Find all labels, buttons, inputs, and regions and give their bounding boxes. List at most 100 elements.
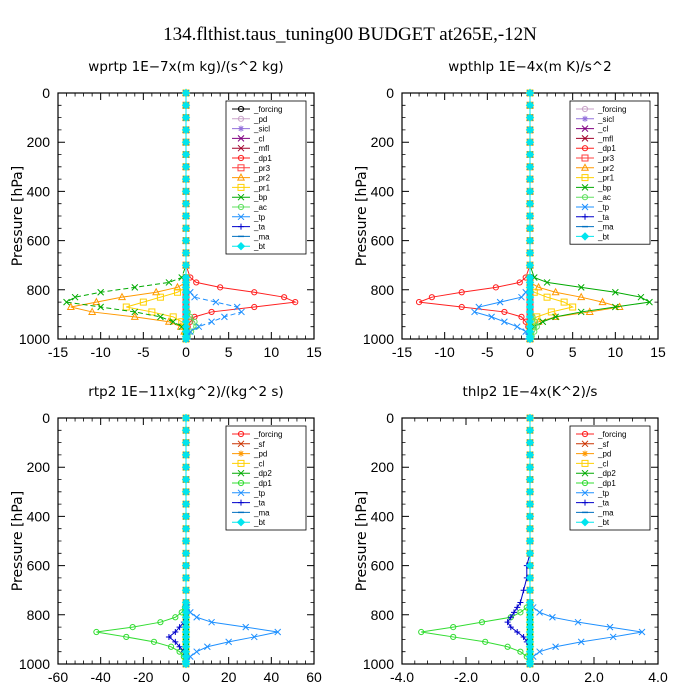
legend-marker	[237, 164, 245, 172]
data-point	[181, 174, 191, 184]
legend: _forcing_sf_pd_cl_dp2_dp1_tp_ta_ma_bt	[569, 425, 651, 531]
data-point	[525, 585, 535, 595]
legend-label: _cl	[597, 459, 608, 468]
data-point	[450, 633, 457, 641]
legend-label: _bp	[253, 193, 268, 202]
legend-label: _dp2	[253, 469, 272, 478]
data-point	[148, 308, 156, 316]
data-point	[525, 549, 535, 558]
legend-marker	[238, 450, 244, 457]
data-point	[522, 328, 530, 335]
data-point	[551, 287, 560, 296]
x-tick-label: -15	[48, 344, 68, 360]
legend-marker	[581, 489, 589, 497]
data-point	[181, 450, 191, 460]
legend-label: _tp	[253, 213, 266, 222]
data-point	[208, 618, 215, 626]
series-line	[473, 93, 531, 340]
data-point	[525, 561, 535, 570]
data-point	[504, 643, 511, 650]
data-point	[181, 462, 191, 472]
data-point	[525, 187, 535, 196]
data-point	[517, 609, 524, 616]
x-tick-label: 4.0	[648, 669, 668, 685]
data-point	[577, 308, 585, 316]
data-point	[496, 298, 504, 306]
data-point	[157, 619, 164, 626]
legend-label: _mfl	[253, 144, 269, 153]
legend-marker	[582, 213, 588, 220]
series-bt	[525, 413, 535, 669]
legend-label: _cl	[597, 125, 608, 134]
legend-label: _tp	[597, 203, 610, 212]
data-point	[646, 298, 653, 306]
data-point	[547, 308, 555, 316]
x-tick-label: 2.0	[584, 669, 604, 685]
y-axis-label: Pressure [hPa]	[354, 491, 370, 591]
data-point	[536, 648, 543, 656]
data-point	[415, 299, 423, 306]
data-point	[549, 613, 556, 621]
legend-marker	[581, 154, 589, 162]
series-group	[418, 413, 646, 669]
data-point	[428, 294, 435, 301]
data-point	[533, 323, 540, 330]
data-point	[172, 614, 179, 621]
legend-marker	[236, 241, 246, 251]
data-point	[169, 318, 177, 326]
data-point	[274, 628, 282, 636]
x-tick-label: 10	[264, 344, 280, 360]
data-point	[518, 313, 525, 320]
legend-box	[569, 100, 651, 245]
data-point	[418, 628, 425, 636]
x-tick-label: 0	[182, 344, 190, 360]
y-tick-label: 800	[371, 607, 395, 623]
data-point	[525, 113, 535, 122]
data-point	[172, 638, 179, 645]
legend-marker	[581, 145, 589, 152]
legend-label: _sf	[597, 440, 609, 449]
legend-marker	[581, 125, 589, 132]
data-point	[250, 633, 258, 641]
data-point	[181, 487, 191, 497]
x-tick-label: -10	[91, 344, 111, 360]
data-point	[131, 283, 139, 291]
series-line	[418, 93, 531, 339]
series-group	[93, 413, 282, 669]
data-point	[525, 224, 535, 233]
y-tick-label: 200	[371, 459, 395, 475]
legend-marker	[237, 115, 245, 122]
data-point	[165, 279, 173, 286]
panel-title: thlp2 1E−4x(K^2)/s	[463, 384, 598, 400]
data-point	[517, 648, 524, 655]
data-point	[525, 475, 535, 484]
data-point	[611, 303, 619, 311]
data-point	[181, 211, 191, 221]
legend-marker	[582, 499, 588, 506]
data-point	[569, 303, 577, 311]
legend-label: _tp	[597, 489, 610, 498]
data-point	[169, 313, 177, 321]
x-tick-label: -2.0	[454, 669, 478, 685]
data-point	[520, 633, 527, 640]
y-tick-label: 600	[371, 233, 395, 249]
legend-marker	[238, 223, 244, 230]
data-point	[507, 614, 514, 621]
legend-marker	[580, 232, 590, 241]
legend-marker	[238, 499, 244, 506]
y-tick-label: 400	[371, 508, 395, 524]
legend-label: _forcing	[597, 105, 626, 114]
data-point	[525, 137, 535, 147]
data-point	[525, 236, 535, 245]
data-point	[97, 303, 105, 311]
legend-marker	[581, 430, 589, 438]
series-line	[126, 93, 187, 339]
legend-marker	[237, 183, 245, 191]
series-line	[96, 418, 187, 665]
legend-label: _cl	[253, 134, 264, 143]
series-line	[65, 93, 187, 339]
legend-label: _pr3	[253, 164, 271, 173]
legend-label: _sf	[253, 440, 265, 449]
legend-label: _dp2	[597, 469, 616, 478]
plot-panel-1: wpthlp 1E−4x(m K)/s^2 Pressure [hPa] -15 -1…	[354, 59, 666, 360]
